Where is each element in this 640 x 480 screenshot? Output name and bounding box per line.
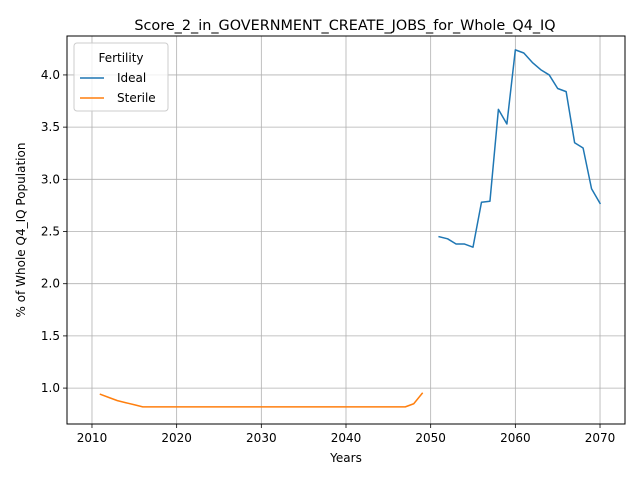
grid [67, 36, 625, 424]
series-line-ideal [438, 49, 602, 248]
y-tick-label: 4.0 [41, 68, 60, 82]
y-tick-label: 2.5 [41, 225, 60, 239]
legend-label-sterile: Sterile [117, 91, 156, 105]
x-tick-label: 2050 [415, 431, 446, 445]
series-line-sterile [99, 392, 424, 408]
x-tick-label: 2030 [246, 431, 277, 445]
x-tick-label: 2040 [331, 431, 362, 445]
y-tick-label: 1.5 [41, 329, 60, 343]
x-axis-label: Years [329, 451, 362, 465]
legend: Fertility Ideal Sterile [73, 42, 169, 112]
axis-ticks: 2010 2020 2030 2040 2050 2060 2070 1.0 1.5 2.0 2.5… [41, 68, 615, 445]
y-tick-label: 3.5 [41, 120, 60, 134]
legend-label-ideal: Ideal [117, 71, 146, 85]
x-tick-label: 2020 [161, 431, 192, 445]
x-tick-label: 2060 [500, 431, 531, 445]
legend-title: Fertility [98, 51, 143, 65]
series-layer [99, 49, 602, 408]
chart-title: Score_2_in_GOVERNMENT_CREATE_JOBS_for_Wh… [134, 18, 555, 34]
y-axis-label: % of Whole Q4_IQ Population [14, 143, 28, 318]
legend-box [73, 42, 169, 112]
y-tick-label: 1.0 [41, 381, 60, 395]
x-tick-label: 2010 [77, 431, 108, 445]
x-tick-label: 2070 [585, 431, 616, 445]
y-tick-label: 2.0 [41, 277, 60, 291]
y-tick-label: 3.0 [41, 172, 60, 186]
